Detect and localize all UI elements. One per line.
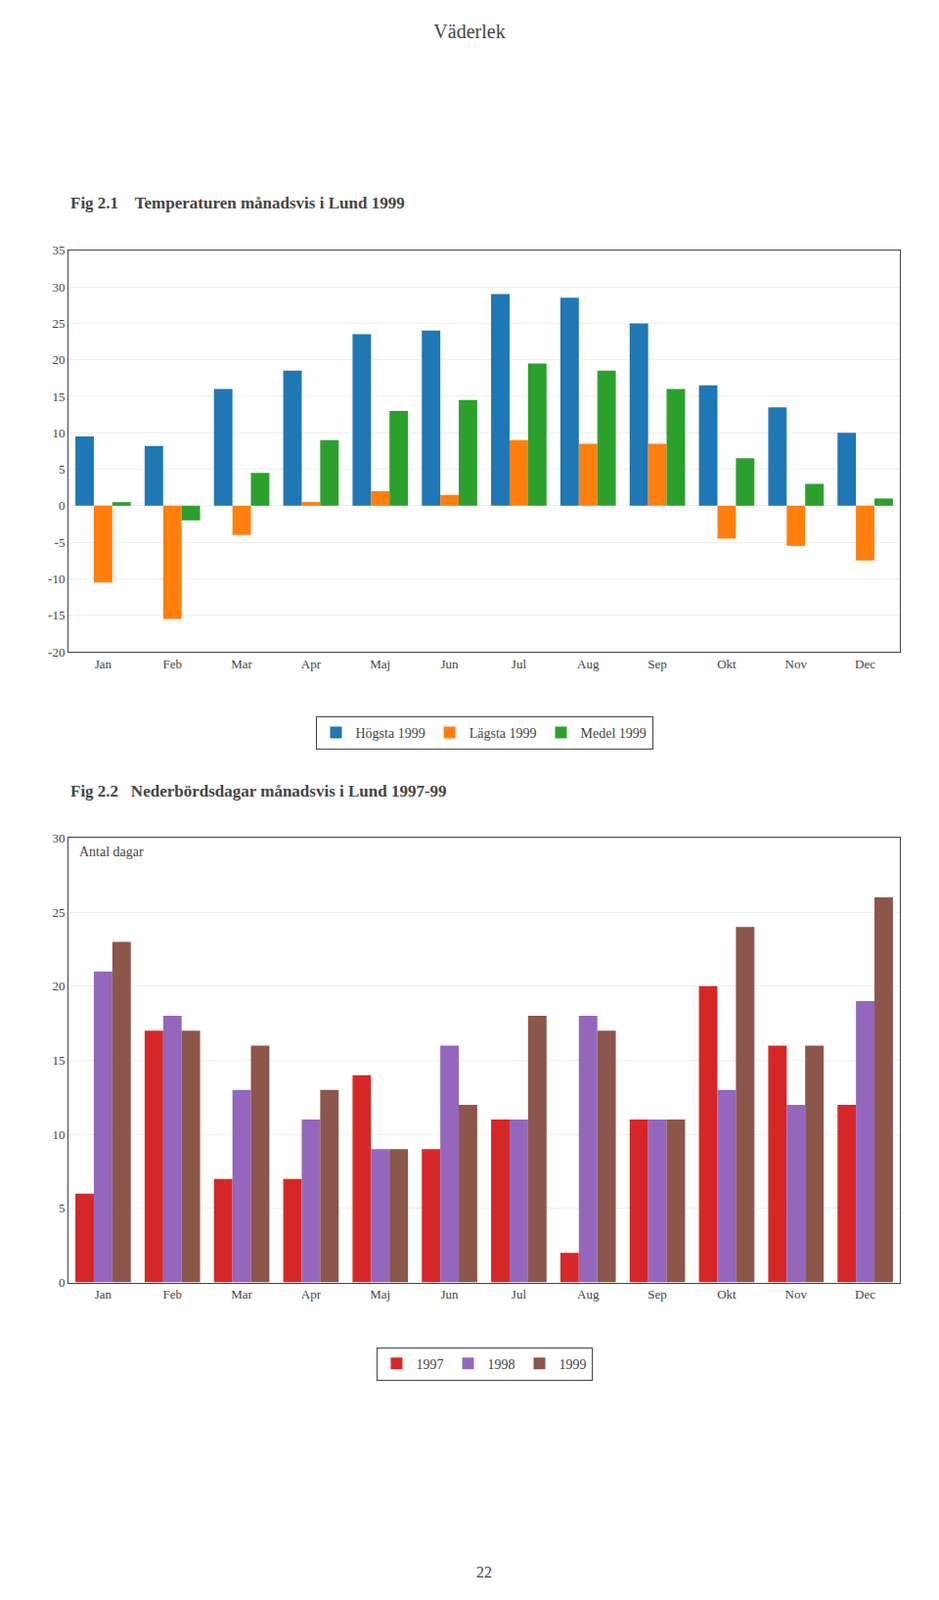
- svg-text:Apr: Apr: [301, 1286, 322, 1301]
- svg-text:5: 5: [58, 461, 66, 477]
- svg-text:Jun: Jun: [441, 1286, 460, 1301]
- svg-text:Mar: Mar: [230, 1286, 253, 1301]
- svg-text:20: 20: [51, 978, 65, 993]
- svg-text:-15: -15: [47, 607, 65, 623]
- svg-text:Nov: Nov: [785, 1286, 808, 1301]
- svg-text:Dec: Dec: [854, 656, 876, 671]
- svg-text:1999: 1999: [559, 1356, 587, 1372]
- svg-text:10: 10: [51, 1126, 65, 1142]
- svg-text:Apr: Apr: [301, 656, 322, 671]
- svg-text:Antal dagar: Antal dagar: [79, 844, 144, 859]
- svg-text:1997: 1997: [416, 1356, 445, 1372]
- svg-text:Jan: Jan: [94, 656, 113, 671]
- svg-text:25: 25: [51, 904, 65, 920]
- svg-text:Sep: Sep: [647, 656, 668, 671]
- svg-text:25: 25: [51, 315, 65, 331]
- svg-text:Jan: Jan: [94, 1286, 113, 1301]
- svg-text:Dec: Dec: [854, 1286, 876, 1301]
- svg-text:Feb: Feb: [163, 1286, 183, 1301]
- svg-text:Jul: Jul: [511, 1286, 528, 1301]
- svg-text:Nov: Nov: [785, 656, 808, 671]
- svg-text:5: 5: [58, 1200, 66, 1215]
- svg-text:-20: -20: [47, 644, 65, 660]
- svg-text:Jul: Jul: [511, 656, 528, 671]
- svg-text:0: 0: [58, 1274, 66, 1290]
- svg-text:Jun: Jun: [441, 656, 460, 671]
- svg-text:Högsta 1999: Högsta 1999: [356, 725, 426, 741]
- svg-text:Mar: Mar: [230, 656, 253, 671]
- svg-text:Feb: Feb: [163, 656, 183, 671]
- svg-text:Maj: Maj: [369, 1286, 391, 1301]
- svg-text:35: 35: [51, 242, 65, 258]
- svg-text:15: 15: [51, 389, 65, 404]
- svg-text:-10: -10: [47, 571, 65, 586]
- svg-text:Maj: Maj: [369, 656, 391, 671]
- svg-text:22: 22: [476, 1563, 492, 1580]
- svg-text:30: 30: [51, 279, 65, 295]
- svg-text:Sep: Sep: [647, 1286, 668, 1301]
- svg-text:Väderlek: Väderlek: [433, 20, 505, 43]
- svg-text:Okt: Okt: [716, 656, 737, 671]
- svg-text:1998: 1998: [488, 1356, 516, 1372]
- svg-text:Aug: Aug: [577, 656, 600, 671]
- svg-text:20: 20: [51, 352, 65, 367]
- svg-text:Fig 2.1 Temperaturen månads: Fig 2.1 Temperaturen månadsvis i Lund 19…: [70, 193, 405, 213]
- svg-text:15: 15: [51, 1052, 65, 1068]
- svg-text:Fig 2.2 Nederbördsdagar måna: Fig 2.2 Nederbördsdagar månadsvis i Lund…: [70, 781, 448, 801]
- svg-text:Lägsta 1999: Lägsta 1999: [469, 725, 537, 741]
- svg-text:Aug: Aug: [577, 1286, 600, 1301]
- svg-text:-5: -5: [54, 535, 66, 550]
- svg-text:10: 10: [51, 425, 65, 441]
- svg-text:Medel 1999: Medel 1999: [581, 725, 647, 741]
- svg-text:30: 30: [51, 830, 65, 846]
- svg-text:Okt: Okt: [716, 1286, 737, 1301]
- svg-text:0: 0: [58, 497, 66, 513]
